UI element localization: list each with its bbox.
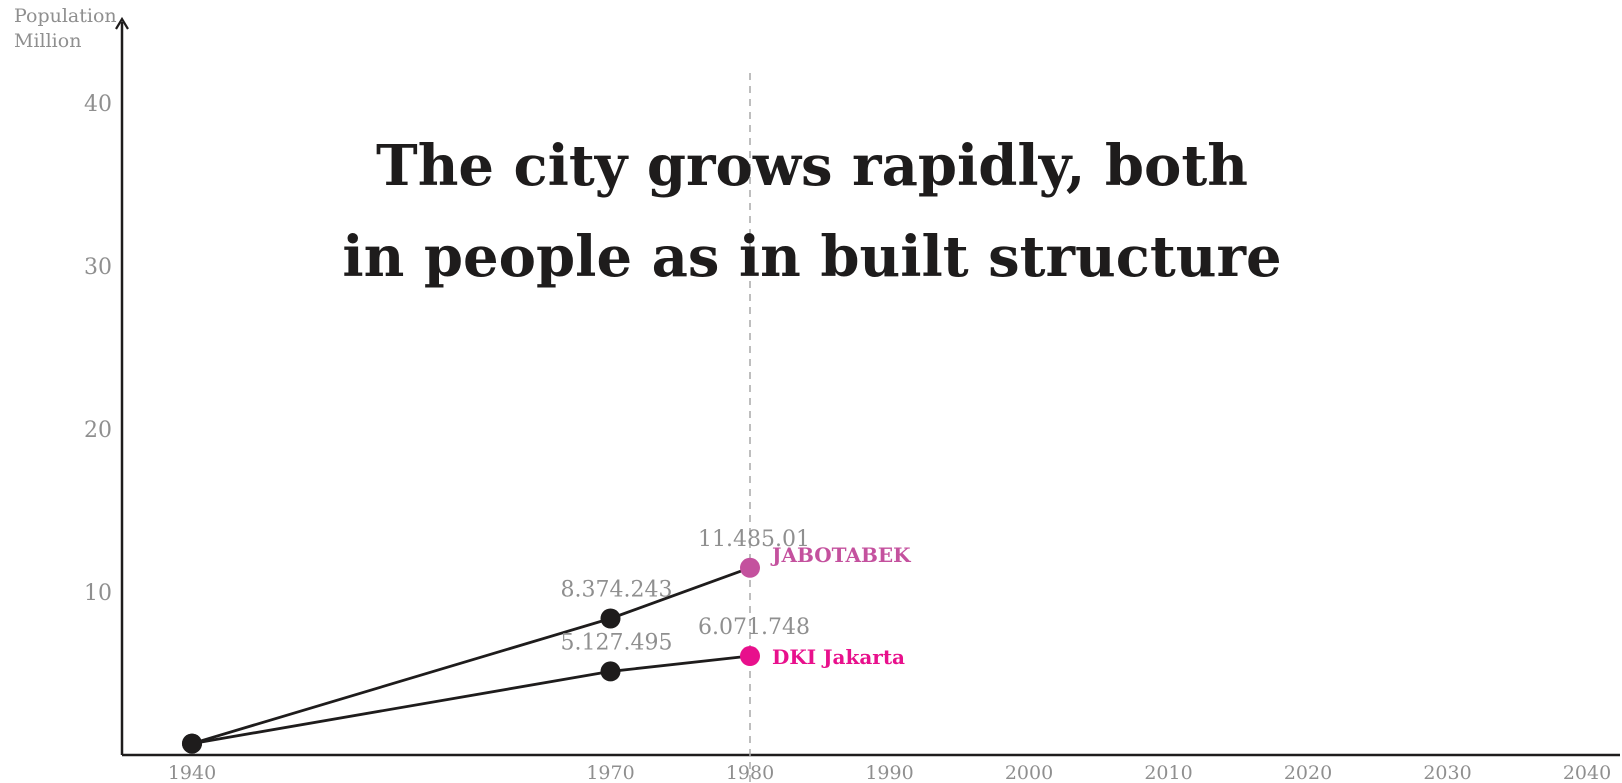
- data-label: 5.127.495: [561, 630, 673, 655]
- x-tick-label: 2010: [1144, 762, 1192, 783]
- data-point: [182, 733, 202, 754]
- data-point: [740, 646, 760, 667]
- y-axis-title: Population Million: [14, 5, 117, 52]
- x-tick-label: 1980: [726, 762, 774, 783]
- x-tick-label: 2000: [1005, 762, 1053, 783]
- y-tick-label: 40: [84, 92, 112, 117]
- data-label: 6.071.748: [698, 615, 810, 640]
- data-label: 8.374.243: [561, 577, 673, 602]
- chart-title-line-2: in people as in built structure: [342, 224, 1281, 290]
- y-axis-arrow: [115, 16, 129, 30]
- series-line: [191, 654, 751, 745]
- series-dki-jakarta: 5.127.495 6.071.748 DKI Jakarta: [182, 615, 905, 754]
- series-name-label: JABOTABEK: [770, 543, 911, 567]
- axes: [115, 16, 1620, 757]
- y-ticks: 10 20 30 40: [84, 92, 112, 606]
- x-tick-label: 2040: [1563, 762, 1611, 783]
- data-point: [600, 608, 621, 629]
- data-label: 11.485.01: [698, 527, 810, 552]
- chart-title-line-1: The city grows rapidly, both: [376, 133, 1248, 199]
- y-tick-label: 10: [84, 581, 112, 606]
- series-name-label: DKI Jakarta: [772, 645, 905, 669]
- data-point: [600, 661, 621, 682]
- x-tick-label: 2030: [1423, 762, 1471, 783]
- y-axis-title-line-1: Population: [14, 5, 117, 27]
- chart-title: The city grows rapidly, both in people a…: [342, 133, 1281, 290]
- y-tick-label: 20: [84, 418, 112, 443]
- y-axis-title-line-2: Million: [14, 30, 81, 52]
- x-tick-label: 1940: [168, 762, 216, 783]
- y-tick-label: 30: [84, 255, 112, 280]
- x-ticks: 1940 1970 1980 1990 2000 2010 2020 2030 2040: [168, 762, 1611, 783]
- data-point: [740, 557, 760, 578]
- x-tick-label: 2020: [1284, 762, 1332, 783]
- x-tick-label: 1990: [865, 762, 913, 783]
- x-tick-label: 1970: [586, 762, 634, 783]
